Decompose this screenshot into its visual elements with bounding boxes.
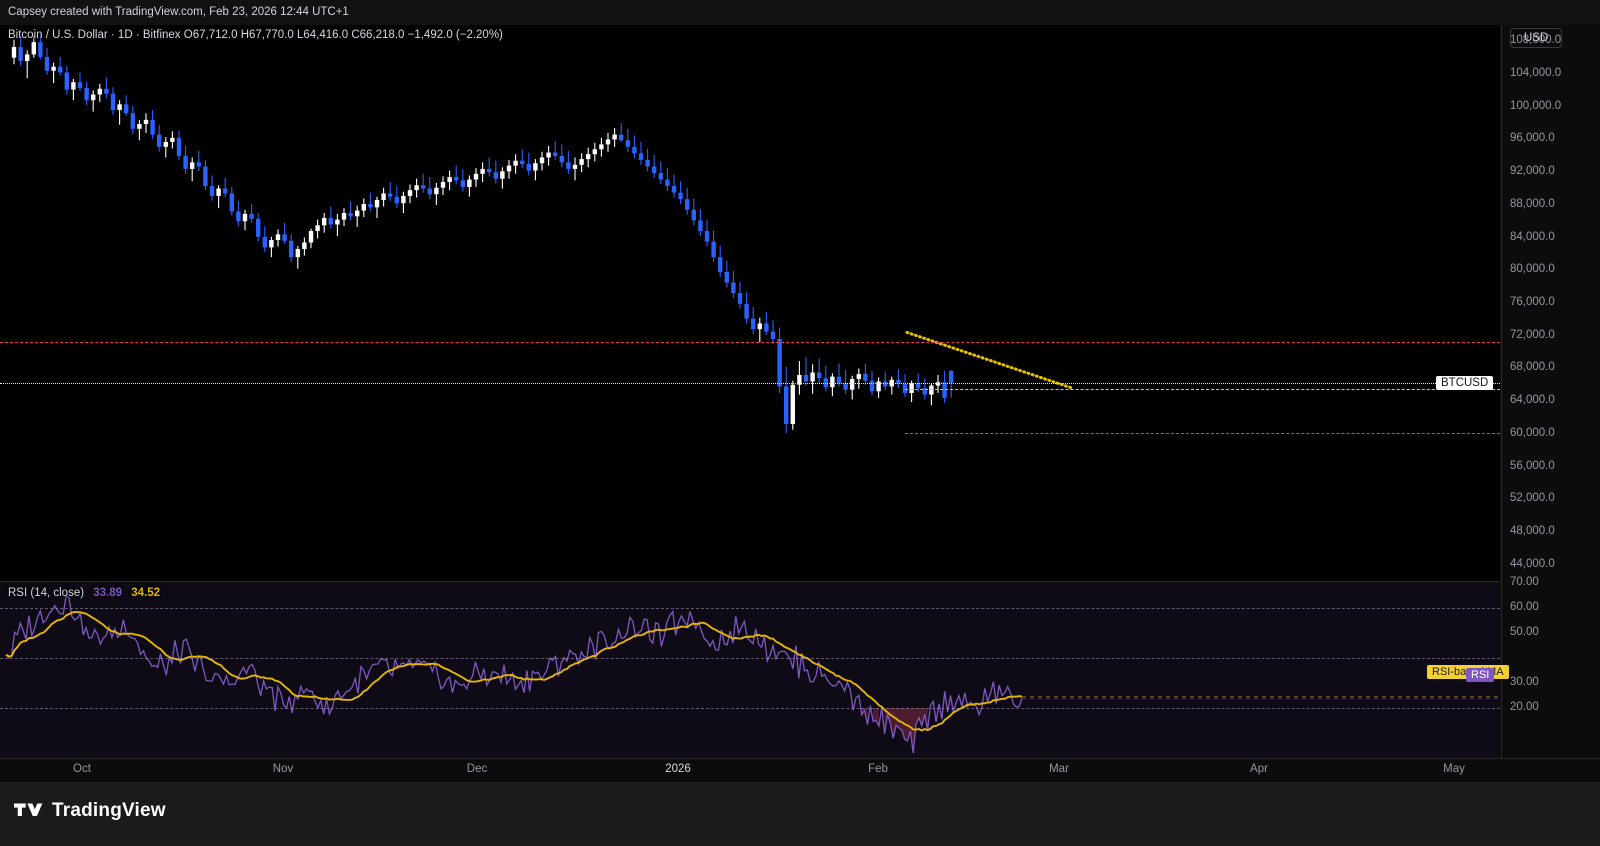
legend-high: H67,770.0 bbox=[240, 29, 294, 41]
tradingview-logo-text: TradingView bbox=[52, 800, 166, 821]
price-tick: 96,000.0 bbox=[1510, 132, 1555, 145]
rsi-tick: 70.00 bbox=[1510, 576, 1539, 588]
legend-close: C66,218.0 bbox=[351, 29, 405, 41]
price-tick: 100,000.0 bbox=[1510, 99, 1562, 112]
pane-divider-top bbox=[0, 581, 1500, 582]
rsi-legend-title[interactable]: RSI (14, close) bbox=[8, 587, 85, 599]
attribution-bar: Capsey created with TradingView.com, Feb… bbox=[0, 0, 1600, 25]
support-line[interactable] bbox=[905, 433, 1500, 435]
legend-open: O67,712.0 bbox=[183, 29, 238, 41]
price-tick: 76,000.0 bbox=[1510, 296, 1555, 308]
time-tick: Oct bbox=[73, 763, 91, 775]
price-tick: 88,000.0 bbox=[1510, 197, 1555, 210]
time-tick: Apr bbox=[1250, 763, 1268, 775]
rsi-canvas bbox=[5, 594, 1500, 754]
rsi-legend-ma-value: 34.52 bbox=[131, 587, 161, 599]
rsi-legend-value: 33.89 bbox=[93, 587, 123, 599]
time-tick: Dec bbox=[466, 763, 488, 775]
price-tick: 72,000.0 bbox=[1510, 328, 1555, 341]
price-tick: 64,000.0 bbox=[1510, 394, 1555, 407]
time-scale[interactable]: Oct Nov Dec 2026 Feb Mar Apr May bbox=[0, 758, 1600, 782]
resistance-line[interactable] bbox=[0, 341, 1500, 343]
candlestick-canvas bbox=[11, 33, 1074, 434]
tradingview-logo[interactable]: TradingView bbox=[14, 800, 166, 822]
rsi-pane[interactable] bbox=[0, 583, 1500, 758]
time-tick: Nov bbox=[272, 763, 294, 775]
price-scale[interactable]: USD 108,000.0 104,000.0 100,000.0 96,000.0 9… bbox=[1427, 25, 1600, 758]
rsi-legend[interactable]: RSI (14, close) 33.89 34.52 bbox=[8, 587, 160, 599]
time-tick: Mar bbox=[1049, 763, 1069, 775]
time-tick: Feb bbox=[868, 763, 888, 775]
price-tick: 92,000.0 bbox=[1510, 165, 1555, 178]
rsi-label-badge[interactable]: RSI bbox=[1466, 668, 1495, 683]
price-tick: 108,000.0 bbox=[1510, 34, 1562, 47]
symbol-tag: BTCUSD bbox=[1436, 375, 1494, 390]
currency-badge[interactable]: USD bbox=[1510, 28, 1563, 48]
price-tick: 44,000.0 bbox=[1510, 557, 1555, 570]
rsi-tick: 20.00 bbox=[1510, 701, 1539, 713]
rsi-level-50 bbox=[0, 658, 1500, 659]
price-legend[interactable]: Bitcoin / U.S. Dollar · 1D · Bitfinex O6… bbox=[8, 29, 503, 41]
footer-bar: TradingView bbox=[0, 782, 1600, 846]
crosshair-price-line[interactable] bbox=[905, 388, 1500, 390]
price-tick: 48,000.0 bbox=[1510, 524, 1555, 537]
rsi-level-70 bbox=[0, 608, 1500, 609]
rsi-level-30 bbox=[0, 708, 1500, 709]
legend-symbol[interactable]: Bitcoin / U.S. Dollar · 1D · Bitfinex bbox=[8, 29, 181, 41]
price-tick: 68,000.0 bbox=[1510, 361, 1555, 374]
rsi-tick: 30.00 bbox=[1510, 676, 1539, 688]
tradingview-logo-icon bbox=[14, 803, 43, 816]
price-tick: 56,000.0 bbox=[1510, 459, 1555, 472]
price-tick: 52,000.0 bbox=[1510, 492, 1555, 505]
legend-change: −1,492.0 (−2.20%) bbox=[407, 29, 503, 41]
rsi-tick: 50.00 bbox=[1510, 626, 1539, 638]
time-tick: May bbox=[1443, 763, 1465, 775]
current-price-line[interactable] bbox=[0, 382, 1500, 384]
price-pane[interactable]: BTCUSD bbox=[0, 25, 1500, 581]
price-tick: 84,000.0 bbox=[1510, 230, 1555, 243]
price-tick: 104,000.0 bbox=[1510, 67, 1562, 80]
time-tick: 2026 bbox=[665, 763, 691, 775]
rsi-tick: 60.00 bbox=[1510, 601, 1539, 613]
price-tick: 60,000.0 bbox=[1510, 426, 1555, 439]
legend-low: L64,416.0 bbox=[296, 29, 349, 41]
price-tick: 80,000.0 bbox=[1510, 263, 1555, 276]
chart-area[interactable]: BTCUSD Bitcoin / U.S. Dollar · 1D · Bitf… bbox=[0, 25, 1600, 782]
